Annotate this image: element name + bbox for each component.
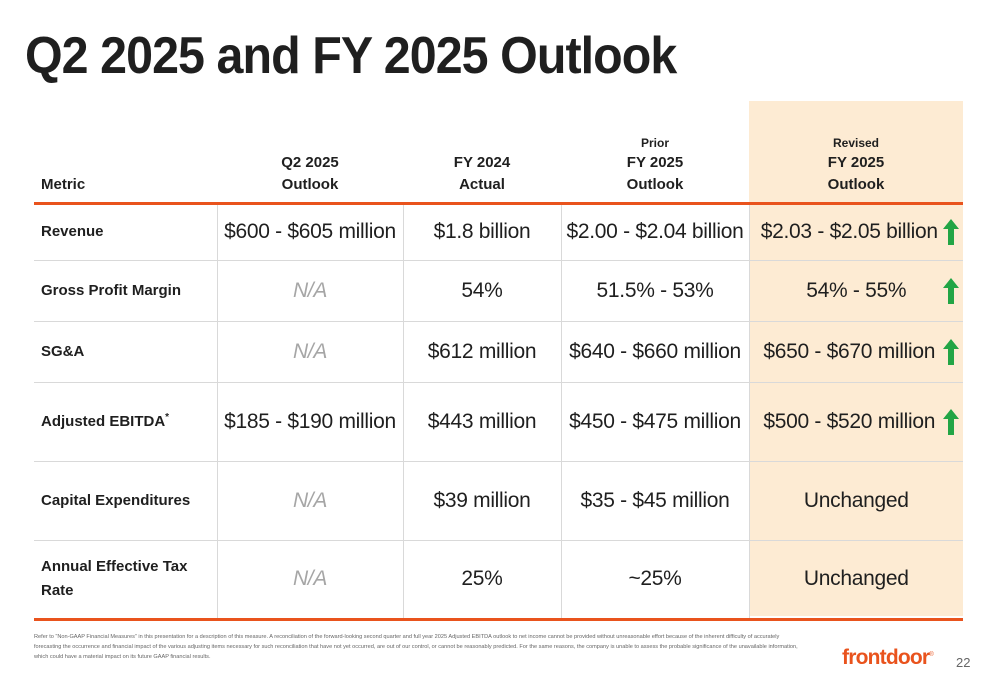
footnote: Refer to “Non-GAAP Financial Measures” i… [34,634,798,660]
table-row-sga: SG&A N/A $612 million $640 - $660 millio… [34,321,963,383]
revised-outlook-cell: 54% - 55% [749,260,963,322]
revised-outlook-value: 54% - 55% [806,278,907,302]
revised-outlook-cell: $650 - $670 million [749,321,963,383]
header-q2-2025-outlook: Q2 2025 Outlook [217,101,403,205]
revised-outlook-cell: $500 - $520 million [749,382,963,462]
q2-outlook-value: $600 - $605 million [217,203,404,261]
q2-outlook-value: N/A [217,321,404,383]
metric-label: Gross Profit Margin [34,260,218,322]
prior-outlook-value: $450 - $475 million [561,382,750,462]
metric-label: Adjusted EBITDA* [34,382,218,462]
header-prior-fy2025-outlook: Prior FY 2025 Outlook [561,101,749,205]
frontdoor-logo: frontdoor® [842,646,934,669]
table-row-capital-expenditures: Capital Expenditures N/A $39 million $35… [34,461,963,541]
header-revised-fy2025-outlook: Revised FY 2025 Outlook [749,101,963,205]
table-header-row: Metric Q2 2025 Outlook FY 2024 Actual Pr… [34,101,963,205]
fy2024-actual-value: $1.8 billion [403,203,562,261]
prior-outlook-value: ~25% [561,540,750,621]
fy2024-actual-value: $443 million [403,382,562,462]
up-arrow-icon [943,338,959,365]
page-title: Q2 2025 and FY 2025 Outlook [25,27,677,85]
fy2024-actual-value: 25% [403,540,562,621]
q2-outlook-value: N/A [217,461,404,541]
q2-outlook-value: N/A [217,260,404,322]
prior-outlook-value: 51.5% - 53% [561,260,750,322]
up-arrow-icon [943,219,959,245]
revised-outlook-value: Unchanged [749,540,963,621]
header-metric: Metric [34,101,217,205]
table-row-adjusted-ebitda: Adjusted EBITDA* $185 - $190 million $44… [34,382,963,462]
table-row-annual-effective-tax-rate: Annual Effective Tax Rate N/A 25% ~25% U… [34,540,963,621]
metric-label-text: Adjusted EBITDA [41,412,166,430]
logo-text: frontdoor [842,646,930,669]
fy2024-actual-value: $39 million [403,461,562,541]
outlook-table: Metric Q2 2025 Outlook FY 2024 Actual Pr… [34,101,963,621]
metric-label: Annual Effective Tax Rate [34,540,218,621]
prior-outlook-value: $640 - $660 million [561,321,750,383]
fy2024-actual-value: 54% [403,260,562,322]
page-number: 22 [956,655,971,670]
table-row-revenue: Revenue $600 - $605 million $1.8 billion… [34,203,963,261]
prior-outlook-value: $2.00 - $2.04 billion [561,203,750,261]
revised-outlook-value: $2.03 - $2.05 billion [760,220,938,243]
table-row-gross-profit-margin: Gross Profit Margin N/A 54% 51.5% - 53% … [34,260,963,322]
revised-outlook-value: $500 - $520 million [763,409,936,433]
revised-outlook-value: $650 - $670 million [763,339,936,363]
up-arrow-icon [943,408,959,435]
footnote-marker: * [165,411,170,423]
q2-outlook-value: N/A [217,540,404,621]
fy2024-actual-value: $612 million [403,321,562,383]
revised-outlook-cell: $2.03 - $2.05 billion [749,203,963,261]
metric-label: SG&A [34,321,218,383]
revised-outlook-value: Unchanged [749,461,963,541]
prior-outlook-value: $35 - $45 million [561,461,750,541]
q2-outlook-value: $185 - $190 million [217,382,404,462]
metric-label: Capital Expenditures [34,461,218,541]
header-fy2024-actual: FY 2024 Actual [403,101,561,205]
up-arrow-icon [943,277,959,304]
metric-label: Revenue [34,203,218,261]
